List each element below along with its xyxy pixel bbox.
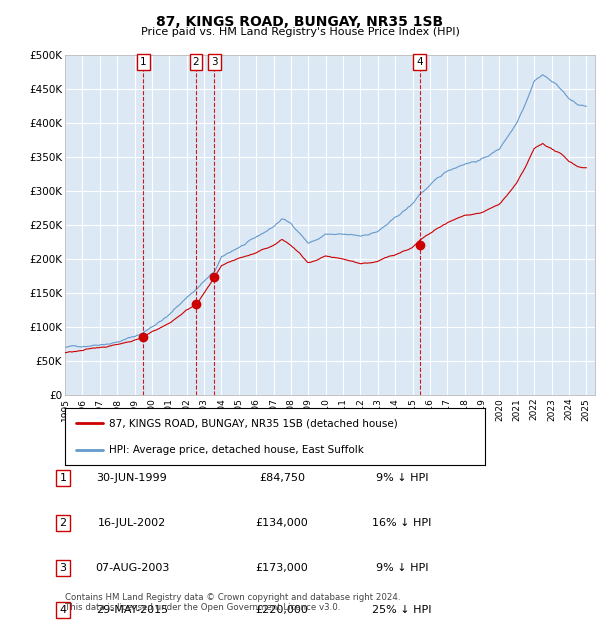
Text: 07-AUG-2003: 07-AUG-2003: [95, 563, 169, 573]
Text: 16% ↓ HPI: 16% ↓ HPI: [373, 518, 431, 528]
Text: 30-JUN-1999: 30-JUN-1999: [97, 473, 167, 483]
Text: 9% ↓ HPI: 9% ↓ HPI: [376, 473, 428, 483]
Text: 3: 3: [59, 563, 67, 573]
Text: 4: 4: [416, 57, 423, 67]
Text: 4: 4: [59, 605, 67, 615]
Text: £220,000: £220,000: [256, 605, 308, 615]
Text: 29-MAY-2015: 29-MAY-2015: [96, 605, 168, 615]
Text: Contains HM Land Registry data © Crown copyright and database right 2024.
This d: Contains HM Land Registry data © Crown c…: [65, 593, 400, 612]
Text: 25% ↓ HPI: 25% ↓ HPI: [372, 605, 432, 615]
Text: 2: 2: [193, 57, 199, 67]
Text: £173,000: £173,000: [256, 563, 308, 573]
Text: 1: 1: [140, 57, 146, 67]
Text: 87, KINGS ROAD, BUNGAY, NR35 1SB (detached house): 87, KINGS ROAD, BUNGAY, NR35 1SB (detach…: [109, 418, 398, 428]
Text: 2: 2: [59, 518, 67, 528]
Text: 87, KINGS ROAD, BUNGAY, NR35 1SB: 87, KINGS ROAD, BUNGAY, NR35 1SB: [157, 16, 443, 30]
Text: £134,000: £134,000: [256, 518, 308, 528]
Text: 9% ↓ HPI: 9% ↓ HPI: [376, 563, 428, 573]
Text: 3: 3: [211, 57, 218, 67]
Text: £84,750: £84,750: [259, 473, 305, 483]
Text: 16-JUL-2002: 16-JUL-2002: [98, 518, 166, 528]
Text: 1: 1: [59, 473, 67, 483]
Text: HPI: Average price, detached house, East Suffolk: HPI: Average price, detached house, East…: [109, 445, 364, 454]
Text: Price paid vs. HM Land Registry's House Price Index (HPI): Price paid vs. HM Land Registry's House …: [140, 27, 460, 37]
